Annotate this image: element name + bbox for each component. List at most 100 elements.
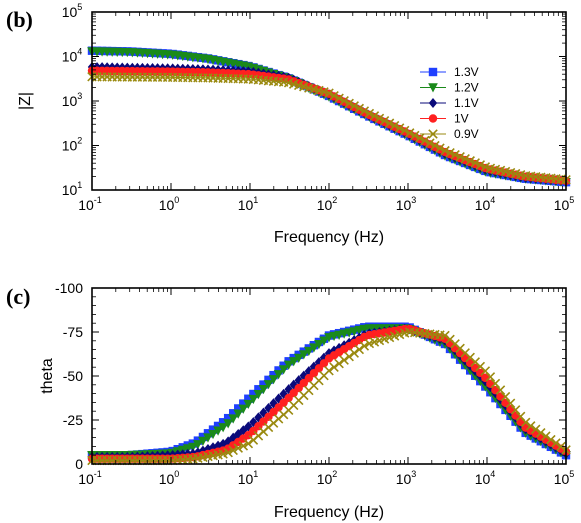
data-point <box>258 385 269 395</box>
data-point <box>349 348 359 358</box>
data-point <box>470 158 480 168</box>
data-point <box>233 409 244 419</box>
data-point <box>520 417 531 428</box>
data-point <box>293 353 304 363</box>
data-point <box>339 96 349 106</box>
phase-angle-chart: (c) 10-1 100 101 102 103 104 105 0 -25 -50 -75 -10… <box>6 280 574 521</box>
data-point <box>329 90 339 101</box>
data-point <box>298 350 309 360</box>
x-tick-label-b: 105 <box>554 195 575 213</box>
series-0.9V <box>87 72 571 185</box>
legend-marker <box>428 97 438 109</box>
data-point <box>208 425 218 434</box>
x-tick-label-c: 102 <box>317 469 338 487</box>
y-tick-label-b: 101 <box>62 180 83 198</box>
legend-label: 1V <box>454 112 469 126</box>
data-point <box>288 357 299 367</box>
legend-marker <box>428 83 438 93</box>
legend-entry: 1.3V <box>420 65 479 79</box>
data-point <box>283 360 294 370</box>
data-point <box>253 389 264 400</box>
data-point <box>546 434 556 445</box>
data-point <box>234 404 243 413</box>
data-point <box>384 118 395 128</box>
data-point <box>223 419 233 429</box>
x-axis-title-c: Frequency (Hz) <box>274 504 384 521</box>
data-point <box>334 93 344 104</box>
x-tick-label-b: 102 <box>317 195 338 213</box>
data-point <box>324 88 334 98</box>
data-point <box>354 344 365 355</box>
data-point <box>364 108 375 119</box>
data-point <box>541 431 551 441</box>
data-point <box>420 135 430 146</box>
legend-entry: 1V <box>420 112 469 126</box>
legend-label: 1.1V <box>454 96 479 110</box>
data-point <box>254 385 263 394</box>
data-point <box>369 111 380 121</box>
data-point <box>263 380 274 390</box>
data-point <box>404 128 415 138</box>
data-point <box>238 441 249 451</box>
data-point <box>249 389 258 399</box>
data-point <box>556 441 566 452</box>
data-point <box>239 399 248 408</box>
data-point <box>505 398 516 409</box>
x-tick-label-c: 10-1 <box>78 469 102 487</box>
legend-marker <box>428 67 438 77</box>
legend-entry: 0.9V <box>420 127 479 141</box>
x-tick-label-c: 104 <box>475 469 496 487</box>
data-point <box>223 447 233 458</box>
series-0.9V <box>87 327 571 466</box>
y-tick-label-b: 103 <box>62 91 83 109</box>
data-point <box>213 426 223 436</box>
series-1V <box>87 324 571 463</box>
data-point <box>238 404 249 414</box>
data-point <box>248 394 259 405</box>
data-point <box>525 421 536 431</box>
legend: 1.3V 1.2V1.1V 1V0.9V <box>420 65 479 141</box>
legend-entry: 1.1V <box>420 96 479 110</box>
data-point <box>394 123 405 133</box>
data-point <box>339 355 349 365</box>
data-point <box>440 145 450 156</box>
y-tick-label-b: 104 <box>62 47 83 65</box>
data-point <box>259 407 268 418</box>
x-tick-label-b: 100 <box>159 195 180 213</box>
data-point <box>278 365 289 375</box>
data-point <box>344 98 354 109</box>
data-point <box>203 429 213 438</box>
data-point <box>228 414 239 424</box>
x-tick-label-c: 100 <box>159 469 180 487</box>
y-axis-title-b: |Z| <box>17 92 34 110</box>
data-point <box>244 394 253 403</box>
data-point <box>510 405 521 415</box>
data-point <box>374 113 385 124</box>
y-tick-label-c: -100 <box>55 280 83 296</box>
data-point <box>314 339 324 350</box>
data-point <box>198 436 208 446</box>
data-point <box>475 160 486 170</box>
legend-marker <box>428 129 438 139</box>
data-point <box>218 438 228 449</box>
x-tick-label-c: 103 <box>396 469 417 487</box>
data-point <box>259 380 268 389</box>
data-point <box>203 433 213 443</box>
data-point <box>500 391 511 402</box>
data-point <box>450 150 460 160</box>
data-point <box>359 341 370 351</box>
data-point <box>218 418 228 427</box>
data-point <box>268 375 279 385</box>
legend-label: 1.2V <box>454 81 479 95</box>
data-point <box>334 358 344 369</box>
y-tick-label-c: -50 <box>63 368 83 384</box>
data-point <box>303 346 314 357</box>
data-point <box>530 424 541 435</box>
data-point <box>244 421 253 432</box>
data-point <box>324 365 334 376</box>
data-point <box>319 336 329 346</box>
data-point <box>465 156 475 166</box>
data-point <box>359 106 370 116</box>
data-point <box>193 440 203 450</box>
data-point <box>445 148 455 158</box>
